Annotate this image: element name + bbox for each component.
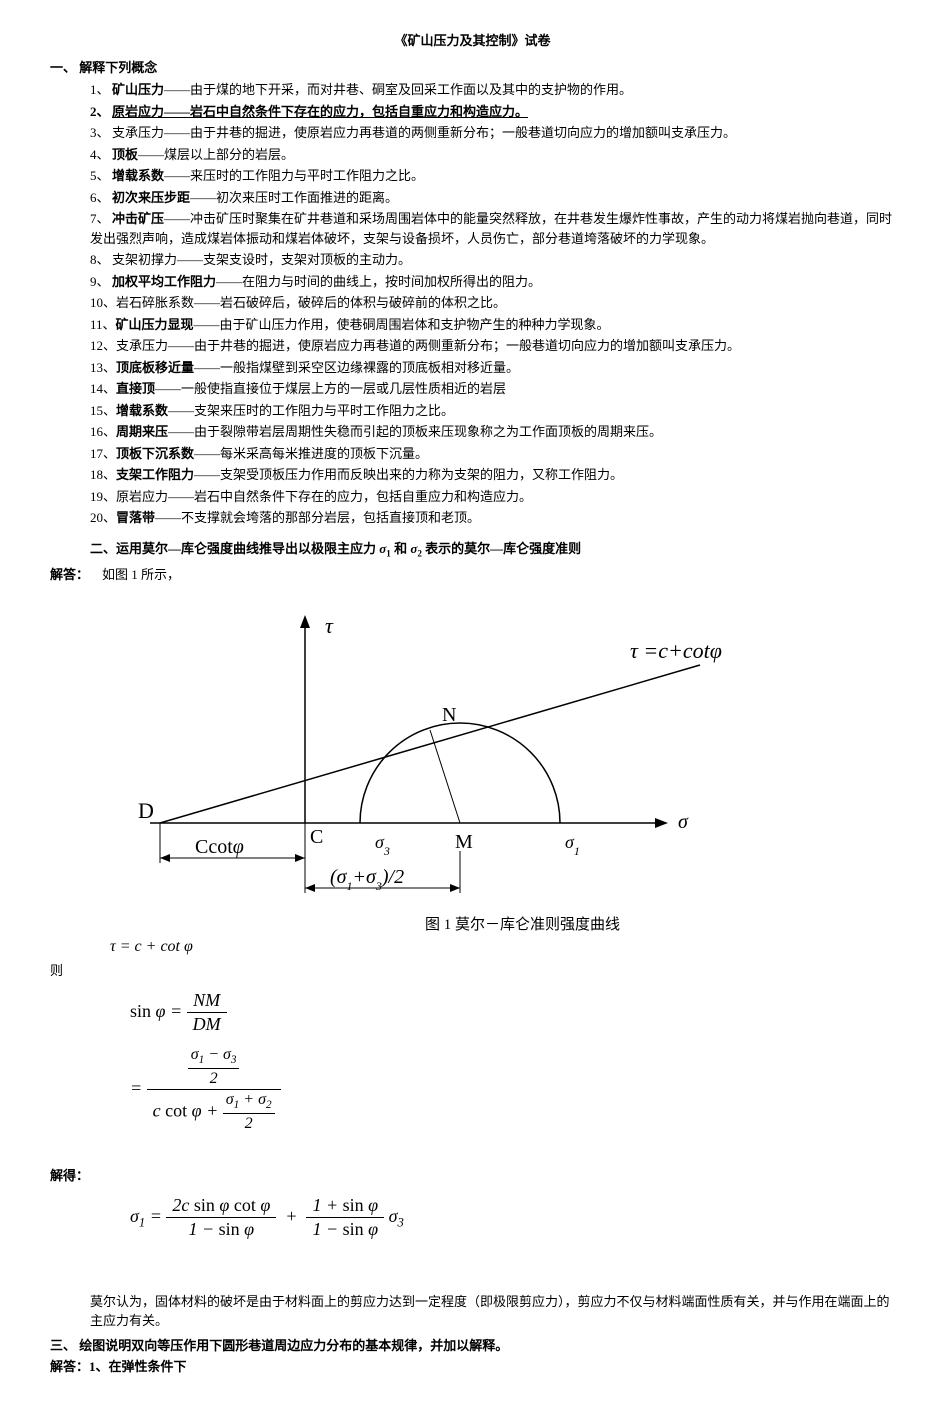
def-6: 6、初次来压步距——初次来压时工作面推进的距离。 — [90, 188, 895, 208]
def-19: 19、原岩应力——岩石中自然条件下存在的应力，包括自重应力和构造应力。 — [90, 487, 895, 507]
mohr-coulomb-figure: τ σ τ =c+cotφ N D C σ3 M σ1 Ccotφ (σ1+σ3… — [130, 603, 730, 903]
def-3: 3、支承压力——由于井巷的掘进，使原岩应力再巷道的两侧重新分布；一般巷道切向应力… — [90, 123, 895, 143]
definitions-list: 1、矿山压力——由于煤的地下开采，而对井巷、硐室及回采工作面以及其中的支护物的作… — [90, 80, 895, 528]
figure-caption: 图 1 莫尔－库仑准则强度曲线 — [150, 913, 895, 934]
half-sum-label: (σ1+σ3)/2 — [330, 866, 404, 893]
then-label: 则 — [50, 960, 895, 979]
def-7: 7、冲击矿压——冲击矿压时聚集在矿井巷道和采场周围岩体中的能量突然释放，在井巷发… — [90, 209, 895, 248]
def-8: 8、支架初撑力——支架支设时，支架对顶板的主动力。 — [90, 250, 895, 270]
tau-axis-label: τ — [325, 613, 334, 638]
point-D: D — [138, 798, 154, 823]
def-9: 9、加权平均工作阻力——在阻力与时间的曲线上，按时间加权所得出的阻力。 — [90, 272, 895, 292]
sigma-axis-label: σ — [678, 811, 689, 833]
sigma3-label: σ3 — [375, 832, 390, 858]
ccot-label: Ccotφ — [195, 836, 244, 858]
solve-label: 解得： — [50, 1165, 895, 1184]
def-4: 4、顶板——煤层以上部分的岩层。 — [90, 145, 895, 165]
def-13: 13、顶底板移近量——一般指煤壁到采空区边缘裸露的顶底板相对移近量。 — [90, 358, 895, 378]
def-16: 16、周期来压——由于裂隙带岩层周期性失稳而引起的顶板来压现象称之为工作面顶板的… — [90, 422, 895, 442]
mohr-conclusion: 莫尔认为，固体材料的破坏是由于材料面上的剪应力达到一定程度（即极限剪应力），剪应… — [90, 1292, 895, 1331]
point-M: M — [455, 831, 473, 853]
eq-sinphi: sin φ = NMDM = σ1 − σ32 c cot φ + σ1 + σ… — [130, 989, 895, 1135]
def-2: 2、原岩应力——岩石中自然条件下存在的应力，包括自重应力和构造应力。 — [90, 102, 895, 122]
def-20: 20、冒落带——不支撑就会垮落的那部分岩层，包括直接顶和老顶。 — [90, 508, 895, 528]
def-15: 15、增载系数——支架来压时的工作阻力与平时工作阻力之比。 — [90, 401, 895, 421]
eq-sigma1: σ1 = 2c sin φ cot φ 1 − sin φ + 1 + sin … — [130, 1194, 895, 1242]
line-equation-label: τ =c+cotφ — [630, 638, 722, 663]
page-title: 《矿山压力及其控制》试卷 — [50, 30, 895, 49]
def-17: 17、顶板下沉系数——每米采高每米推进度的顶板下沉量。 — [90, 444, 895, 464]
section1-header: 一、 解释下列概念 — [50, 57, 895, 76]
def-11: 11、矿山压力显现——由于矿山压力作用，使巷硐周围岩体和支护物产生的种种力学现象… — [90, 315, 895, 335]
sigma1-label: σ1 — [565, 832, 580, 858]
section2-header: 二、运用莫尔—库仑强度曲线推导出以极限主应力 σ1 和 σ2 表示的莫尔—库仑强… — [90, 538, 895, 559]
point-N: N — [442, 704, 456, 726]
def-18: 18、支架工作阻力——支架受顶板压力作用而反映出来的力称为支架的阻力，又称工作阻… — [90, 465, 895, 485]
def-1: 1、矿山压力——由于煤的地下开采，而对井巷、硐室及回采工作面以及其中的支护物的作… — [90, 80, 895, 100]
def-14: 14、直接顶——一般使指直接位于煤层上方的一层或几层性质相近的岩层 — [90, 379, 895, 399]
section3-header: 三、 绘图说明双向等压作用下圆形巷道周边应力分布的基本规律，并加以解释。 — [50, 1335, 895, 1354]
answer-label: 解答： 如图 1 所示， — [50, 564, 895, 583]
def-5: 5、增载系数——来压时的工作阻力与平时工作阻力之比。 — [90, 166, 895, 186]
point-C: C — [310, 826, 323, 848]
section3-answer: 解答：1、在弹性条件下 — [50, 1356, 895, 1375]
def-12: 12、支承压力——由于井巷的掘进，使原岩应力再巷道的两侧重新分布；一般巷道切向应… — [90, 336, 895, 356]
def-10: 10、岩石碎胀系数——岩石破碎后，破碎后的体积与破碎前的体积之比。 — [90, 293, 895, 313]
eq-tau: τ = c + cot φ — [110, 938, 895, 956]
